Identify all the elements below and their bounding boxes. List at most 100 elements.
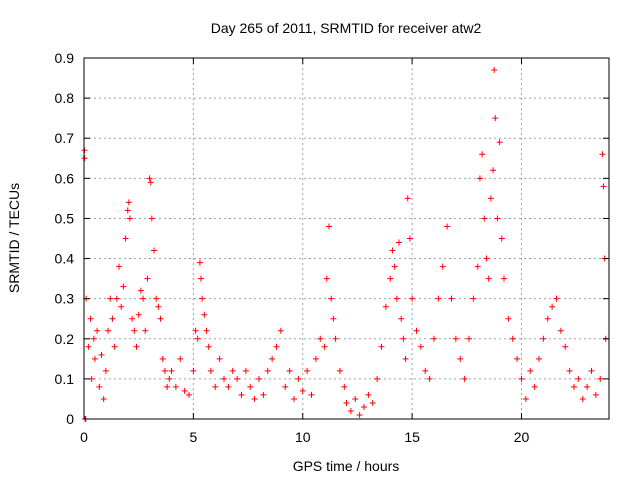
data-point	[107, 295, 114, 302]
data-point	[131, 327, 138, 334]
data-point	[159, 355, 166, 362]
data-point	[393, 295, 400, 302]
data-point	[487, 195, 494, 202]
data-point	[540, 335, 547, 342]
y-tick-label: 0.2	[55, 331, 75, 347]
data-point	[483, 255, 490, 262]
data-point	[234, 375, 241, 382]
data-point	[494, 215, 501, 222]
y-tick-label: 0.6	[55, 170, 75, 186]
data-point	[592, 391, 599, 398]
data-point	[597, 375, 604, 382]
data-point	[400, 335, 407, 342]
data-point	[212, 383, 219, 390]
data-point	[575, 375, 582, 382]
data-point	[229, 367, 236, 374]
data-point	[544, 315, 551, 322]
data-point	[588, 367, 595, 374]
data-point	[444, 223, 451, 230]
data-point	[105, 327, 112, 334]
data-point	[599, 151, 606, 158]
data-point	[389, 247, 396, 254]
data-point	[448, 295, 455, 302]
data-point	[151, 247, 157, 254]
data-point	[566, 367, 573, 374]
data-point	[396, 239, 402, 246]
data-point	[579, 395, 586, 402]
data-point	[216, 355, 223, 362]
data-point	[242, 367, 249, 374]
data-point	[161, 367, 168, 374]
data-point	[406, 235, 413, 242]
data-point	[100, 395, 107, 402]
data-point	[312, 355, 319, 362]
data-point	[194, 335, 201, 342]
data-point	[474, 263, 481, 270]
data-point	[198, 275, 205, 282]
data-points	[81, 67, 609, 422]
data-point	[498, 235, 505, 242]
data-point	[527, 367, 534, 374]
data-point	[205, 343, 212, 350]
grid-lines	[84, 58, 609, 419]
data-point	[282, 383, 289, 390]
x-tick-label: 0	[80, 429, 88, 445]
data-point	[317, 335, 324, 342]
data-point	[196, 259, 203, 266]
data-point	[431, 335, 437, 342]
data-point	[501, 275, 507, 282]
data-point	[356, 411, 363, 418]
data-point	[113, 295, 120, 302]
data-point	[142, 327, 149, 334]
data-point	[321, 343, 328, 350]
data-point	[192, 327, 199, 334]
data-point	[365, 391, 372, 398]
data-point	[382, 303, 389, 310]
data-point	[326, 223, 332, 230]
data-point	[225, 383, 232, 390]
data-point	[221, 375, 227, 382]
data-point	[109, 315, 116, 322]
data-point	[91, 355, 98, 362]
data-point	[466, 335, 472, 342]
data-point	[553, 295, 560, 302]
data-point	[203, 327, 210, 334]
data-point	[273, 343, 280, 350]
data-point	[172, 383, 179, 390]
data-point	[481, 215, 488, 222]
data-point	[256, 375, 262, 382]
data-point	[343, 399, 350, 406]
data-point	[330, 315, 337, 322]
data-point	[81, 155, 88, 162]
data-point	[238, 391, 245, 398]
data-point	[391, 263, 398, 270]
data-point	[387, 275, 394, 282]
data-point	[304, 367, 311, 374]
data-point	[126, 215, 133, 222]
y-tick-label: 0.1	[55, 371, 75, 387]
data-point	[584, 383, 591, 390]
data-point	[201, 311, 208, 318]
data-point	[479, 151, 486, 158]
chart-title: Day 265 of 2011, SRMTID for receiver atw…	[211, 20, 482, 36]
data-point	[146, 175, 153, 182]
data-point	[98, 351, 105, 358]
data-point	[277, 327, 284, 334]
data-point	[422, 367, 429, 374]
data-point	[505, 315, 512, 322]
y-tick-label: 0.8	[55, 90, 75, 106]
x-tick-label: 15	[404, 429, 420, 445]
y-tick-label: 0	[66, 411, 74, 427]
data-point	[111, 343, 118, 350]
data-point	[264, 367, 271, 374]
data-point	[168, 367, 175, 374]
data-point	[177, 355, 184, 362]
data-point	[153, 295, 160, 302]
data-point	[490, 167, 497, 174]
data-point	[491, 67, 498, 74]
data-point	[557, 327, 564, 334]
data-point	[247, 383, 254, 390]
data-point	[485, 275, 492, 282]
data-point	[299, 387, 306, 394]
